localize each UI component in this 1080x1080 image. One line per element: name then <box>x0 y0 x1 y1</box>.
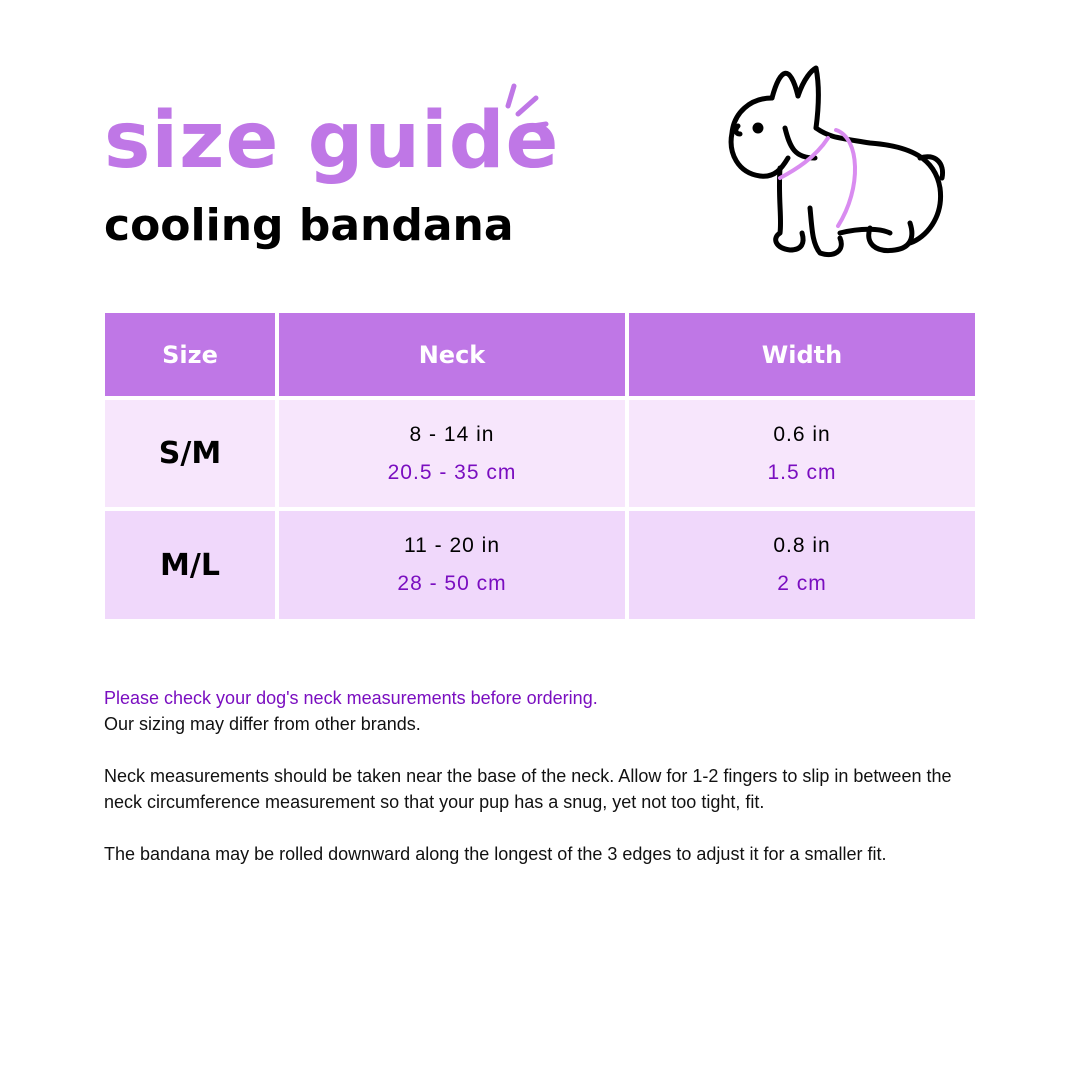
size-cell: M/L <box>105 511 275 619</box>
width-cm: 2 cm <box>777 572 827 595</box>
note-measurement: Neck measurements should be taken near t… <box>104 766 952 812</box>
note-brand-difference: Our sizing may differ from other brands. <box>104 714 421 734</box>
page-subtitle: cooling bandana <box>104 200 514 251</box>
width-inches: 0.6 in <box>773 422 831 446</box>
neck-inches: 11 - 20 in <box>404 534 500 557</box>
page-title: size guide <box>104 96 560 186</box>
column-header-size: Size <box>105 313 275 396</box>
width-cell: 0.8 in 2 cm <box>629 511 975 619</box>
column-header-neck: Neck <box>279 313 625 396</box>
note-rolling: The bandana may be rolled downward along… <box>104 844 887 864</box>
neck-cell: 11 - 20 in 28 - 50 cm <box>279 511 625 619</box>
width-cm: 1.5 cm <box>767 460 837 484</box>
neck-cm: 20.5 - 35 cm <box>387 460 517 484</box>
french-bulldog-icon <box>728 65 946 257</box>
neck-cm: 28 - 50 cm <box>397 572 507 595</box>
size-table: Size Neck Width S/M 8 - 14 in 20.5 - 35 … <box>105 313 975 619</box>
column-header-width: Width <box>629 313 975 396</box>
width-cell: 0.6 in 1.5 cm <box>629 400 975 507</box>
size-cell: S/M <box>105 400 275 507</box>
sparkle-icon <box>505 83 549 131</box>
note-highlight: Please check your dog's neck measurement… <box>104 688 598 708</box>
neck-inches: 8 - 14 in <box>409 422 495 446</box>
neck-cell: 8 - 14 in 20.5 - 35 cm <box>279 400 625 507</box>
sizing-notes: Please check your dog's neck measurement… <box>104 685 984 893</box>
width-inches: 0.8 in <box>773 534 831 557</box>
